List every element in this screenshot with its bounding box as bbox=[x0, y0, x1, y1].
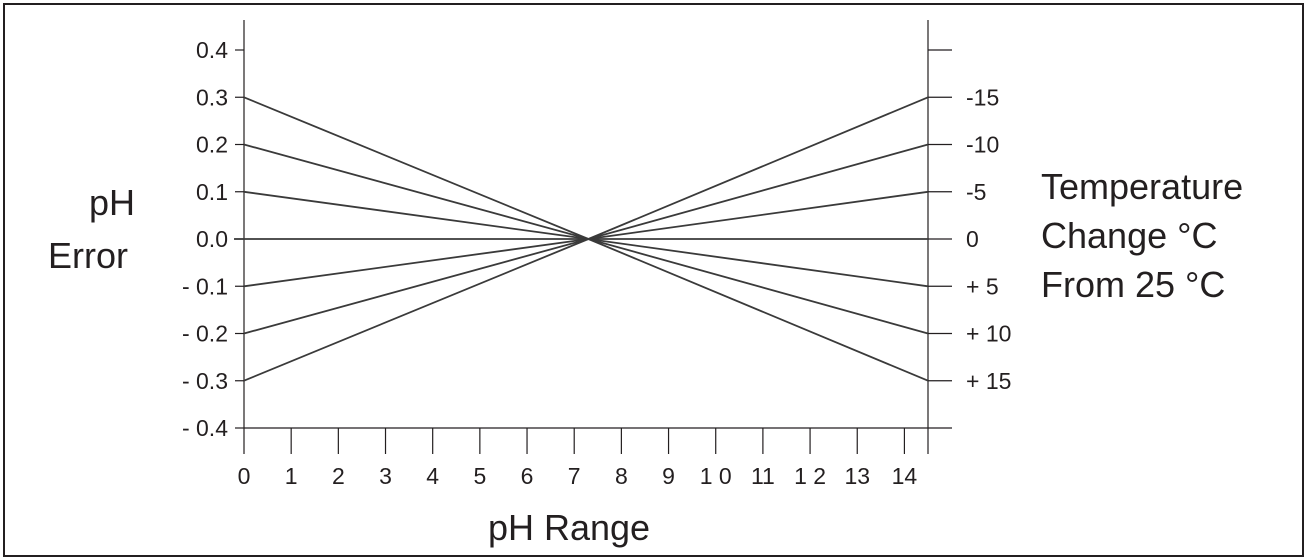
x-tick-label: 2 bbox=[332, 463, 345, 489]
x-tick-label: 1 0 bbox=[700, 463, 732, 489]
x-tick-label: 3 bbox=[379, 463, 392, 489]
x-tick-label: 5 bbox=[473, 463, 486, 489]
y-tick-label: - 0.3 bbox=[182, 368, 228, 394]
x-tick-label: 6 bbox=[521, 463, 534, 489]
y-axis-title-line-1: pH bbox=[89, 182, 135, 223]
x-tick-label: 7 bbox=[568, 463, 581, 489]
x-tick-label: 8 bbox=[615, 463, 628, 489]
y-tick-label: 0.3 bbox=[196, 84, 228, 110]
y-axis-title-line-2: Error bbox=[48, 235, 128, 276]
y2-axis-title-line-3: From 25 °C bbox=[1041, 264, 1225, 305]
y2-tick-label: -10 bbox=[966, 132, 999, 158]
y-tick-label: - 0.4 bbox=[182, 415, 228, 441]
y2-tick-label: -5 bbox=[966, 179, 986, 205]
y-tick-label: 0.1 bbox=[196, 179, 228, 205]
x-tick-label: 13 bbox=[844, 463, 870, 489]
y2-tick-label: + 10 bbox=[966, 321, 1011, 347]
y2-axis-title-line-1: Temperature bbox=[1041, 166, 1243, 207]
series-line-0 bbox=[243, 96, 929, 240]
x-axis-title: pH Range bbox=[488, 507, 650, 548]
series-lines bbox=[234, 96, 929, 382]
tick-labels: 0.4 0.3 0.2 0.1 0.0 - 0.1 - 0.2 - 0.3 - 0.4 -15 -1… bbox=[182, 37, 1011, 489]
series-line-2 bbox=[243, 190, 929, 240]
y-tick-label: 0.2 bbox=[196, 132, 228, 158]
y2-tick-label: -15 bbox=[966, 84, 999, 110]
y2-tick-label: + 15 bbox=[966, 368, 1011, 394]
chart-frame bbox=[3, 3, 1304, 557]
y-tick-label: - 0.2 bbox=[182, 321, 228, 347]
y-tick-label: - 0.1 bbox=[182, 273, 228, 299]
x-tick-label: 9 bbox=[662, 463, 675, 489]
y2-axis-title-line-2: Change °C bbox=[1041, 215, 1218, 256]
series-line-4 bbox=[243, 238, 929, 288]
y2-tick-label: 0 bbox=[966, 226, 979, 252]
y-tick-label: 0.4 bbox=[196, 37, 228, 63]
series-line-1 bbox=[243, 143, 929, 240]
x-tick-label: 1 2 bbox=[794, 463, 826, 489]
x-tick-label: 0 bbox=[238, 463, 251, 489]
x-tick-label: 4 bbox=[426, 463, 439, 489]
x-tick-label: 14 bbox=[892, 463, 918, 489]
series-line-6 bbox=[243, 238, 929, 382]
series-line-5 bbox=[243, 238, 929, 335]
x-tick-label: 11 bbox=[751, 463, 775, 489]
y-tick-label: 0.0 bbox=[196, 226, 228, 252]
y2-tick-label: + 5 bbox=[966, 273, 999, 299]
x-tick-label: 1 bbox=[285, 463, 298, 489]
axes bbox=[235, 20, 952, 454]
